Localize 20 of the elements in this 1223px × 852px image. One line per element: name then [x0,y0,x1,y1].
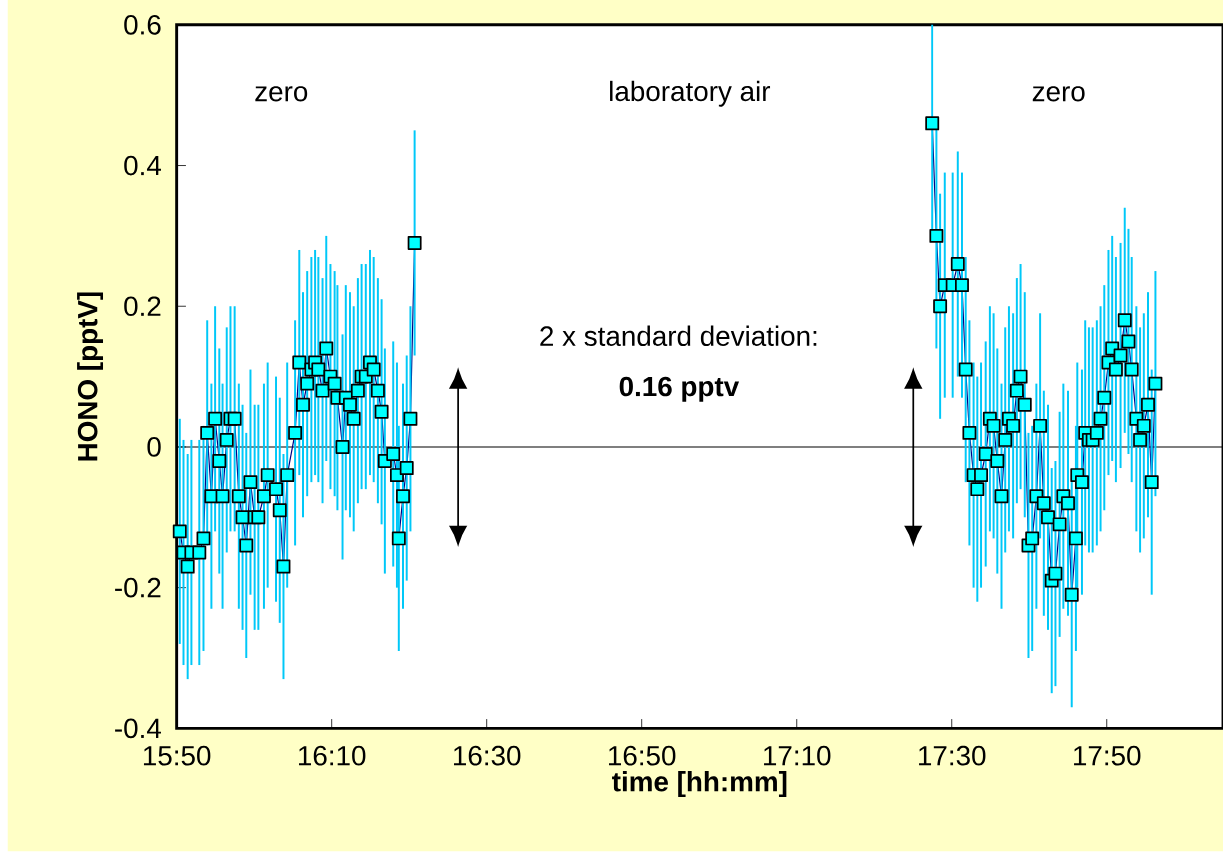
annotation: 0.16 pptv [619,376,740,403]
x-axis-title: time [hh:mm] [612,771,787,798]
annotation: zero [255,86,308,102]
y-axis-title: HONO [pptV] [77,292,104,461]
annotation: zero [1032,86,1085,102]
x-tick-label: 15:50 [143,746,211,766]
x-tick-label: 17:10 [764,746,831,766]
x-tick-label: 16:30 [454,746,521,766]
y-tick-label: 0.2 [124,296,161,317]
y-tick-label: -0.2 [115,578,161,598]
x-tick-label: 17:30 [919,746,986,766]
y-tick-label: 0 [147,437,161,457]
x-tick-label: 16:50 [609,746,676,766]
annotation: 2 x standard deviation: [540,325,817,347]
y-tick-label: 0.6 [124,15,161,35]
x-tick-label: 16:10 [299,746,366,766]
annotation: laboratory air [610,81,771,107]
x-tick-label: 17:50 [1074,746,1141,766]
y-tick-label: 0.4 [124,155,161,176]
y-tick-label: -0.4 [115,718,161,739]
